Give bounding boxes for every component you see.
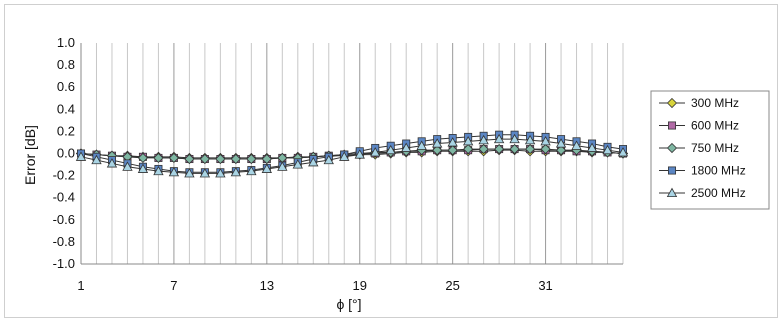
data-point <box>447 137 458 147</box>
legend-marker <box>668 166 677 175</box>
y-tick-label: 0.2 <box>57 123 75 138</box>
line-chart: 1.0 0.8 0.6 0.4 0.2 0.0 -0.2 -0.4 -0.6 -0.8 -1.0 1… <box>22 35 770 312</box>
legend-item: 600 MHz <box>659 119 739 133</box>
legend-label: 750 MHz <box>691 141 739 155</box>
data-point <box>524 134 536 145</box>
x-tick-label: 7 <box>170 278 177 293</box>
data-point <box>431 138 443 148</box>
y-tick-label: 0.8 <box>57 57 75 72</box>
data-point <box>246 153 257 165</box>
data-point <box>525 144 536 155</box>
data-point <box>137 163 149 173</box>
y-tick-label: 1.0 <box>57 35 75 50</box>
legend-item: 2500 MHz <box>659 186 746 200</box>
y-tick-label: -0.4 <box>53 190 75 205</box>
y-axis-title: Error [dB] <box>22 125 38 185</box>
y-tick-label: 0.4 <box>57 101 75 116</box>
data-point <box>184 153 195 165</box>
data-point <box>153 152 164 163</box>
data-point <box>447 145 458 156</box>
data-point <box>199 168 211 178</box>
legend-marker <box>666 187 678 198</box>
legend: 300 MHz 600 MHz 750 MHz 1800 MHz 2500 MHz <box>650 90 770 210</box>
legend-marker <box>668 121 677 130</box>
x-tick-label: 31 <box>538 278 552 293</box>
data-point <box>91 154 102 165</box>
y-tick-label: 0.6 <box>57 79 75 94</box>
y-tick-label: -0.8 <box>53 234 75 249</box>
data-point <box>184 168 195 178</box>
chart-frame: 1.0 0.8 0.6 0.4 0.2 0.0 -0.2 -0.4 -0.6 -0.8 -1.0 1… <box>4 4 778 318</box>
data-point <box>540 144 551 155</box>
data-point <box>586 142 598 152</box>
data-point <box>555 138 567 148</box>
y-tick-label: 0.0 <box>57 146 75 161</box>
data-point <box>277 161 288 171</box>
data-point <box>494 144 505 155</box>
data-point <box>230 166 242 177</box>
y-tick-label: -0.6 <box>53 212 75 227</box>
data-point <box>215 168 226 178</box>
legend-item: 300 MHz <box>659 96 739 110</box>
data-point <box>199 153 210 165</box>
data-point <box>416 140 427 150</box>
data-point <box>168 166 180 177</box>
legend-label: 600 MHz <box>691 119 739 133</box>
data-point <box>261 153 272 165</box>
series-group <box>75 130 629 178</box>
x-axis-title: ϕ [°] <box>336 296 361 312</box>
legend-marker <box>666 97 678 109</box>
data-point <box>75 151 87 161</box>
data-point <box>122 161 133 171</box>
data-point <box>571 140 582 150</box>
legend-label: 1800 MHz <box>691 164 746 178</box>
data-point <box>308 157 319 167</box>
x-tick-label: 13 <box>260 278 274 293</box>
data-point <box>230 153 241 165</box>
data-point <box>246 165 257 176</box>
data-point <box>555 145 567 156</box>
data-point <box>478 134 489 145</box>
data-point <box>401 142 412 152</box>
data-point <box>354 149 365 159</box>
data-point <box>168 152 179 163</box>
legend-item: 1800 MHz <box>659 164 746 178</box>
y-tick-labels: 1.0 0.8 0.6 0.4 0.2 0.0 -0.2 -0.4 -0.6 -0.8 -1.0 <box>53 35 75 271</box>
data-point <box>106 158 118 168</box>
data-point <box>339 151 350 161</box>
series-2500-mhz <box>75 133 629 178</box>
data-point <box>463 144 474 155</box>
data-point <box>509 144 520 155</box>
data-point <box>462 136 474 146</box>
x-tick-labels: 1 7 13 19 25 31 <box>77 278 552 293</box>
data-point <box>493 133 505 144</box>
data-point <box>432 145 443 156</box>
x-tick-label: 19 <box>353 278 367 293</box>
data-point <box>509 133 520 144</box>
data-point <box>370 147 381 157</box>
x-tick-label: 25 <box>445 278 459 293</box>
legend-item: 750 MHz <box>659 141 739 155</box>
data-point <box>292 159 303 169</box>
data-point <box>323 154 334 165</box>
data-point <box>385 144 396 155</box>
x-tick-label: 1 <box>77 278 84 293</box>
data-point <box>478 144 489 155</box>
legend-label: 2500 MHz <box>691 186 746 200</box>
data-point <box>137 152 149 163</box>
data-point <box>617 147 629 157</box>
data-point <box>215 153 226 165</box>
data-point <box>261 163 273 173</box>
legend-label: 300 MHz <box>691 96 739 110</box>
data-point <box>153 165 164 176</box>
y-tick-label: -1.0 <box>53 256 75 271</box>
data-point <box>602 144 613 155</box>
y-tick-label: -0.2 <box>53 168 75 183</box>
data-point <box>540 136 551 146</box>
legend-marker <box>666 142 678 154</box>
